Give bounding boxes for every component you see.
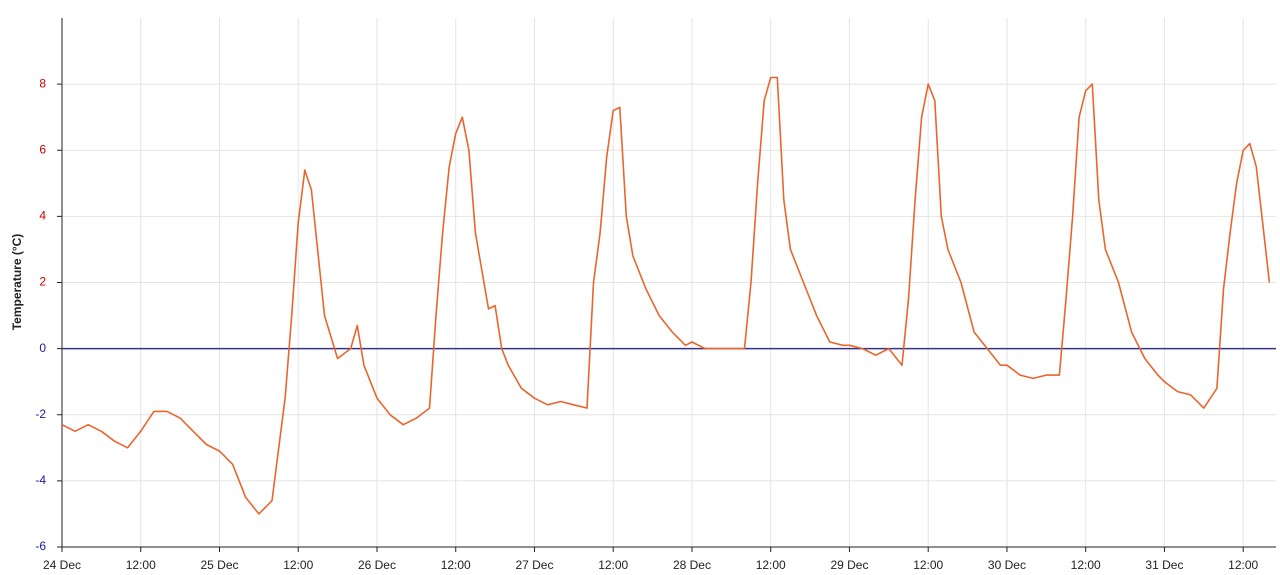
x-tick-label: 12:00 bbox=[1228, 558, 1258, 572]
x-tick-label: 12:00 bbox=[1071, 558, 1101, 572]
x-tick-label: 25 Dec bbox=[200, 558, 238, 572]
x-tick-label: 26 Dec bbox=[358, 558, 396, 572]
y-tick-label: -6 bbox=[35, 539, 46, 553]
y-tick-label: -2 bbox=[35, 407, 46, 421]
temperature-line bbox=[61, 76, 1271, 515]
x-tick-label: 29 Dec bbox=[830, 558, 868, 572]
x-tick-label: 12:00 bbox=[598, 558, 628, 572]
x-tick-label: 12:00 bbox=[756, 558, 786, 572]
y-tick-label: 6 bbox=[39, 142, 46, 156]
x-tick-label: 12:00 bbox=[126, 558, 156, 572]
x-tick-label: 31 Dec bbox=[1145, 558, 1183, 572]
y-tick-label: 2 bbox=[39, 275, 46, 289]
y-tick-label: 4 bbox=[39, 209, 46, 223]
y-tick-label: 0 bbox=[39, 341, 46, 355]
x-tick-label: 12:00 bbox=[913, 558, 943, 572]
x-tick-label: 30 Dec bbox=[988, 558, 1026, 572]
x-tick-label: 28 Dec bbox=[673, 558, 711, 572]
x-tick-label: 27 Dec bbox=[515, 558, 553, 572]
x-tick-label: 12:00 bbox=[283, 558, 313, 572]
y-tick-label: -4 bbox=[35, 473, 46, 487]
x-tick-label: 24 Dec bbox=[43, 558, 81, 572]
x-tick-label: 12:00 bbox=[441, 558, 471, 572]
y-axis-title: Temperature (°C) bbox=[10, 234, 24, 331]
y-tick-label: 8 bbox=[39, 76, 46, 90]
